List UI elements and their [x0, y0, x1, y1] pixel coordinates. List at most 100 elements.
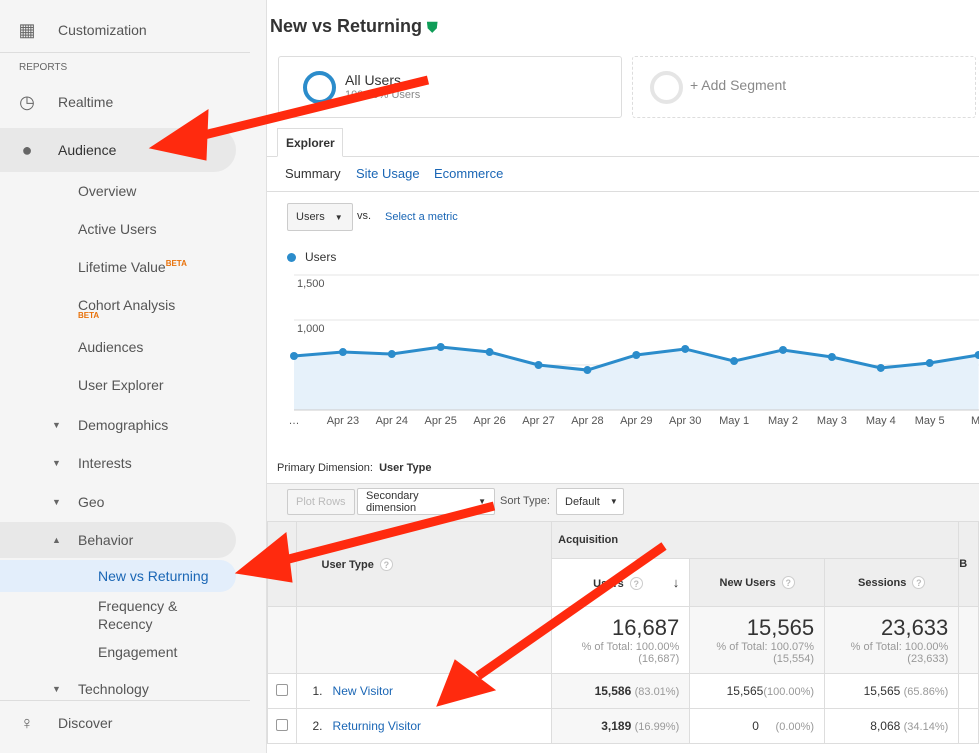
dashboard-grid-icon: ▦ — [18, 19, 36, 40]
sidebar-item-realtime[interactable]: ◷ Realtime — [0, 90, 250, 114]
acquisition-header: Acquisition — [551, 521, 960, 559]
data-point — [974, 351, 979, 360]
add-segment-button[interactable]: + Add Segment — [632, 56, 976, 118]
segment-circle-icon — [303, 71, 336, 104]
checkbox-header — [267, 521, 297, 607]
caret-down-icon: ▼ — [52, 458, 61, 468]
segment-all-users[interactable]: All Users 100.00% Users — [278, 56, 622, 118]
sidebar-item-interests[interactable]: Interests — [78, 455, 132, 471]
sidebar-item-audiences[interactable]: Audiences — [78, 339, 144, 355]
caret-down-icon: ▼ — [52, 497, 61, 507]
primary-value[interactable]: User Type — [379, 462, 432, 474]
sidebar-item-overview[interactable]: Overview — [78, 183, 137, 199]
sidebar-item-behavior[interactable] — [0, 522, 236, 558]
total-pct: % of Total: 100.00% — [581, 641, 680, 653]
sidebar-label: Audience — [58, 142, 117, 158]
x-tick-label: Apr 26 — [473, 415, 505, 427]
cell-sessions: 15,565 — [863, 684, 901, 698]
sidebar-item-customization[interactable]: ▦ Customization — [0, 18, 250, 42]
row-index: 2. — [312, 719, 323, 733]
sidebar-item-lifetime-value[interactable]: Lifetime ValueBETA — [78, 259, 187, 275]
data-point — [534, 361, 543, 369]
new-users-header[interactable]: New Users? — [689, 558, 826, 607]
label: Cohort Analysis — [78, 297, 176, 313]
total-pct: % of Total: 100.00% — [850, 641, 949, 653]
caret-down-icon: ▼ — [52, 420, 61, 430]
data-table: User Type? Acquisition B Users? ↓ New Use… — [267, 521, 979, 744]
data-point — [827, 352, 836, 361]
help-icon[interactable]: ? — [629, 577, 643, 590]
y-tick-label: 1,000 — [297, 323, 325, 335]
caret-down-icon: ▼ — [478, 497, 486, 506]
sidebar-item-cohort-analysis[interactable]: Cohort Analysis BETA — [78, 297, 175, 320]
sidebar-item-engagement[interactable]: Engagement — [98, 644, 178, 660]
divider — [0, 52, 250, 53]
sidebar-item-audience[interactable]: ● Audience — [0, 128, 236, 172]
total-new-users: 15,565% of Total: 100.07% (15,554) — [689, 606, 826, 674]
x-tick-label: May 5 — [915, 415, 945, 427]
page-title: New vs Returning ⛊ — [270, 16, 438, 37]
row-checkbox[interactable] — [275, 683, 288, 696]
x-tick-label: May 2 — [768, 415, 798, 427]
cell-users-pct: (83.01%) — [634, 686, 680, 698]
row-link-returning-visitor[interactable]: Returning Visitor — [332, 719, 422, 733]
metric-value: Users — [296, 211, 325, 223]
sidebar: ▦ Customization REPORTS ◷ Realtime ● Aud… — [0, 0, 267, 753]
total-value: 23,633 — [880, 615, 949, 640]
sidebar-item-new-vs-returning[interactable] — [0, 560, 236, 592]
sidebar-item-discover[interactable]: ♀ Discover — [0, 711, 250, 735]
sessions-header[interactable]: Sessions? — [824, 558, 960, 607]
primary-label: Primary Dimension: — [277, 462, 373, 474]
help-icon[interactable]: ? — [781, 576, 795, 589]
caret-up-icon: ▲ — [52, 535, 61, 545]
sidebar-label: Realtime — [58, 94, 114, 110]
select-metric-link[interactable]: Select a metric — [385, 211, 458, 223]
clock-icon: ◷ — [19, 91, 35, 112]
help-icon[interactable]: ? — [912, 576, 926, 589]
secondary-dimension-dropdown[interactable]: Secondary dimension ▼ — [357, 488, 495, 515]
x-tick-label: May 1 — [719, 415, 749, 427]
total-users: 16,687% of Total: 100.00% (16,687) — [551, 606, 691, 674]
sort-type-dropdown[interactable]: Default ▼ — [556, 488, 624, 515]
help-icon[interactable]: ? — [379, 557, 393, 571]
data-point — [876, 363, 885, 372]
primary-dimension: Primary Dimension: User Type — [277, 462, 431, 474]
sidebar-item-active-users[interactable]: Active Users — [78, 221, 157, 237]
plot-rows-button[interactable]: Plot Rows — [287, 489, 355, 515]
segment-sub: 100.00% Users — [345, 89, 421, 101]
sidebar-item-behavior-label: Behavior — [78, 532, 134, 548]
sidebar-item-geo[interactable]: Geo — [78, 494, 105, 510]
row-checkbox[interactable] — [275, 718, 288, 731]
sidebar-item-technology[interactable]: Technology — [78, 681, 149, 697]
user-type-header[interactable]: User Type? — [295, 521, 553, 607]
cell-new-users: 0 — [752, 719, 759, 733]
row-link-new-visitor[interactable]: New Visitor — [332, 684, 393, 698]
x-tick-label: Apr 27 — [522, 415, 554, 427]
sidebar-label: Discover — [58, 715, 113, 731]
table-row: 1. New Visitor 15,586 (83.01%) 15,565(10… — [267, 673, 979, 709]
data-point — [387, 350, 396, 359]
users-header[interactable]: Users? ↓ — [551, 558, 691, 607]
tab-summary[interactable]: Summary — [285, 166, 341, 181]
sidebar-item-demographics[interactable]: Demographics — [78, 417, 169, 433]
cell-new-users-pct: (100.00%) — [763, 686, 815, 698]
caret-down-icon: ▼ — [52, 684, 61, 694]
area-fill — [294, 347, 979, 410]
data-point — [338, 348, 347, 357]
sidebar-item-frequency-recency[interactable]: Frequency & Recency — [98, 598, 178, 632]
total-pct: % of Total: 100.07% — [716, 641, 815, 653]
sidebar-item-user-explorer[interactable]: User Explorer — [78, 377, 164, 393]
sort-type-label: Sort Type: — [500, 495, 550, 507]
vs-label: vs. — [357, 210, 372, 222]
metric-dropdown[interactable]: Users ▼ — [287, 203, 353, 231]
segment-name: All Users — [345, 72, 402, 88]
x-tick-label: Ma — [971, 415, 979, 427]
data-point — [779, 345, 787, 354]
tab-ecommerce[interactable]: Ecommerce — [434, 166, 504, 181]
reports-header: REPORTS — [19, 62, 68, 73]
tab-site-usage[interactable]: Site Usage — [356, 166, 420, 181]
tab-explorer[interactable]: Explorer — [277, 128, 343, 157]
data-point — [290, 352, 298, 360]
data-point — [730, 357, 739, 366]
cell-new-users-pct: (0.00%) — [775, 721, 815, 733]
